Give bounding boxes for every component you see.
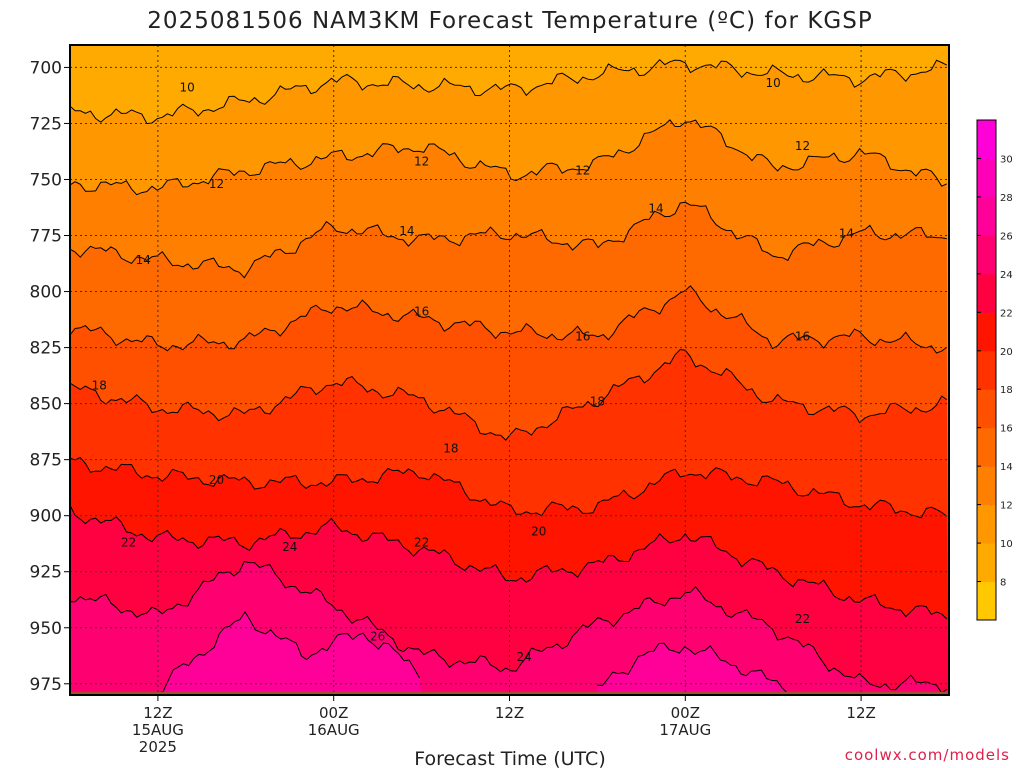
colorbar-swatch [977,120,996,159]
contour-label: 18 [590,394,605,408]
y-tick-label: 850 [30,395,62,415]
colorbar-swatch [977,466,996,506]
contour-label: 20 [209,473,224,487]
grid-lines [70,45,949,695]
contour-label: 24 [282,540,297,554]
colorbar-tick-label: 16 [1000,424,1013,435]
colorbar-swatch [977,312,996,352]
y-tick-label: 950 [30,619,62,639]
contour-label: 22 [414,536,429,550]
colorbar-swatch [977,543,996,583]
x-tick-label: 12Z [143,704,172,722]
colorbar-tick-label: 10 [1000,539,1013,550]
contour-line [70,285,948,354]
contour-label: 12 [414,155,429,169]
y-tick-label: 775 [30,227,62,247]
y-tick-label: 800 [30,283,62,303]
contour-label: 12 [575,164,590,178]
contour-label: 10 [766,76,781,90]
y-tick-label: 700 [30,58,62,78]
contour-label: 16 [795,329,810,343]
x-axis-title: Forecast Time (UTC) [414,748,605,768]
colorbar-tick-label: 26 [1000,231,1013,242]
x-tick-label: 2025 [139,738,177,756]
colorbar-tick-label: 30 [1000,154,1013,165]
contour-label: 16 [414,305,429,319]
y-tick-label: 900 [30,507,62,527]
contour-label: 14 [136,253,151,267]
y-tick-label: 975 [30,675,62,695]
temperature-bands [70,45,949,695]
x-tick-label: 15AUG [132,721,184,739]
y-axis: 700 725 750 775 800 825 850 875 900 925 950 975 [30,58,70,695]
contour-line [157,610,420,694]
contour-label: 18 [92,379,107,393]
colorbar-swatch [977,504,996,544]
colorbar-tick-label: 22 [1000,308,1013,319]
y-tick-label: 750 [30,170,62,190]
plot-area: 10 10 12 12 12 12 14 14 14 14 16 16 16 18 18 18 20 20 22 22… [69,44,950,696]
colorbar-tick-label: 14 [1000,462,1013,473]
credit-text[interactable]: coolwx.com/models [845,746,1010,764]
colorbar-swatch [977,427,996,467]
colorbar-frame [976,119,997,621]
contour-label: 26 [370,630,385,644]
temperature-band [157,611,422,695]
chart-title: 2025081506 NAM3KM Forecast Temperature (… [147,8,872,34]
x-tick-label: 12Z [495,704,524,722]
contour-line [70,58,948,125]
contour-label: 10 [180,81,195,95]
colorbar: 8 10 12 14 16 18 20 22 24 26 28 30 [976,119,1013,621]
y-tick-label: 725 [30,114,62,134]
colorbar-tick-label: 28 [1000,193,1013,204]
colorbar-swatch [977,158,996,198]
contour-label: 16 [575,329,590,343]
x-tick-label: 12Z [846,704,875,722]
colorbar-swatch [977,235,996,275]
x-tick-label: 17AUG [659,721,711,739]
colorbar-swatch [977,196,996,236]
contour-label: 12 [209,177,224,191]
contour-label: 22 [795,612,810,626]
colorbar-tick-label: 8 [1000,578,1006,589]
y-tick-label: 925 [30,563,62,583]
x-tick-label: 16AUG [308,721,360,739]
colorbar-tick-label: 18 [1000,385,1013,396]
contour-label: 14 [839,226,854,240]
ground-surface [70,691,949,695]
temperature-band [597,643,788,695]
contour-line [70,505,948,620]
colorbar-swatch [977,389,996,429]
colorbar-swatch [977,273,996,313]
colorbar-tick-label: 12 [1000,501,1013,512]
y-tick-label: 825 [30,339,62,359]
contour-labels: 10 10 12 12 12 12 14 14 14 14 16 16 16 18 18 18 20 20 22 22… [92,76,854,664]
contour-label: 24 [517,650,532,664]
y-tick-label: 875 [30,451,62,471]
contour-line [70,560,948,694]
contour-label: 18 [443,441,458,455]
contour-line [70,201,947,279]
colorbar-tick-label: 20 [1000,347,1013,358]
colorbar-tick-label: 24 [1000,270,1013,281]
contour-line [70,119,948,196]
contour-label: 12 [795,139,810,153]
contour-line [70,456,948,519]
x-tick-label: 00Z [319,704,348,722]
colorbar-swatch [977,350,996,390]
contour-line [597,642,788,694]
colorbar-swatch [977,581,996,621]
x-tick-label: 00Z [671,704,700,722]
contour-label: 20 [531,524,546,538]
contour-label: 14 [648,202,663,216]
contour-label: 14 [399,224,414,238]
contour-label: 22 [121,536,136,550]
